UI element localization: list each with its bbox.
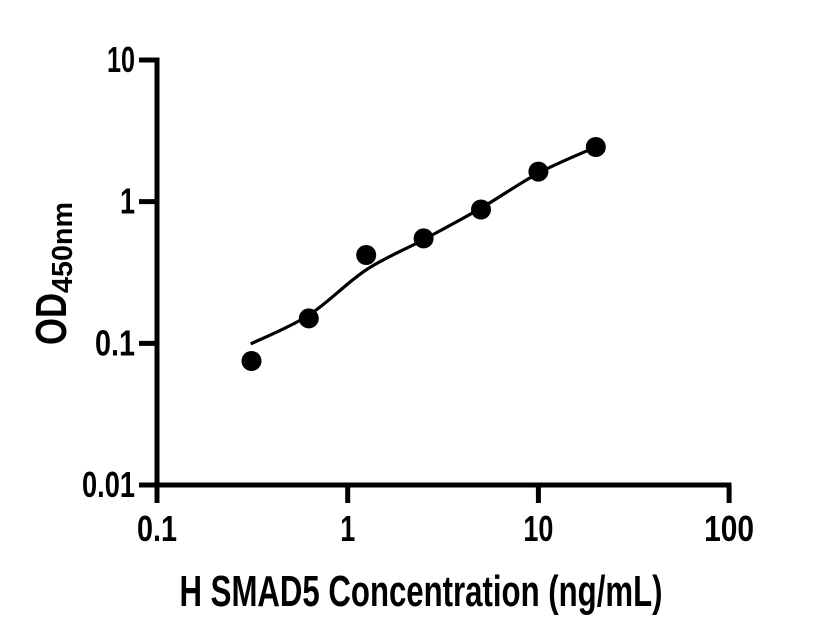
y-tick-label: 0.1 bbox=[95, 322, 135, 363]
x-tick-label: 1 bbox=[340, 508, 355, 549]
y-tick-label: 1 bbox=[120, 181, 135, 222]
axis-lines bbox=[154, 57, 732, 488]
y-axis-title-subscript: 450nm bbox=[47, 202, 79, 293]
y-tick-label: 0.01 bbox=[82, 464, 135, 505]
data-point-marker bbox=[241, 351, 262, 371]
x-tick-label: 0.1 bbox=[137, 508, 177, 549]
x-tick-label: 10 bbox=[523, 508, 553, 549]
y-axis-title-main: OD bbox=[27, 293, 76, 345]
x-axis-title: H SMAD5 Concentration (ng/mL) bbox=[180, 567, 663, 616]
data-point-marker bbox=[356, 245, 377, 265]
data-point-marker bbox=[585, 137, 606, 157]
x-tick-label: 100 bbox=[704, 508, 754, 549]
data-point-marker bbox=[413, 228, 434, 249]
data-point-marker bbox=[528, 161, 549, 182]
y-tick-label: 10 bbox=[107, 39, 135, 80]
data-point-marker bbox=[471, 199, 491, 220]
y-axis-title: OD450nm bbox=[27, 202, 79, 345]
data-point-marker bbox=[298, 308, 319, 329]
